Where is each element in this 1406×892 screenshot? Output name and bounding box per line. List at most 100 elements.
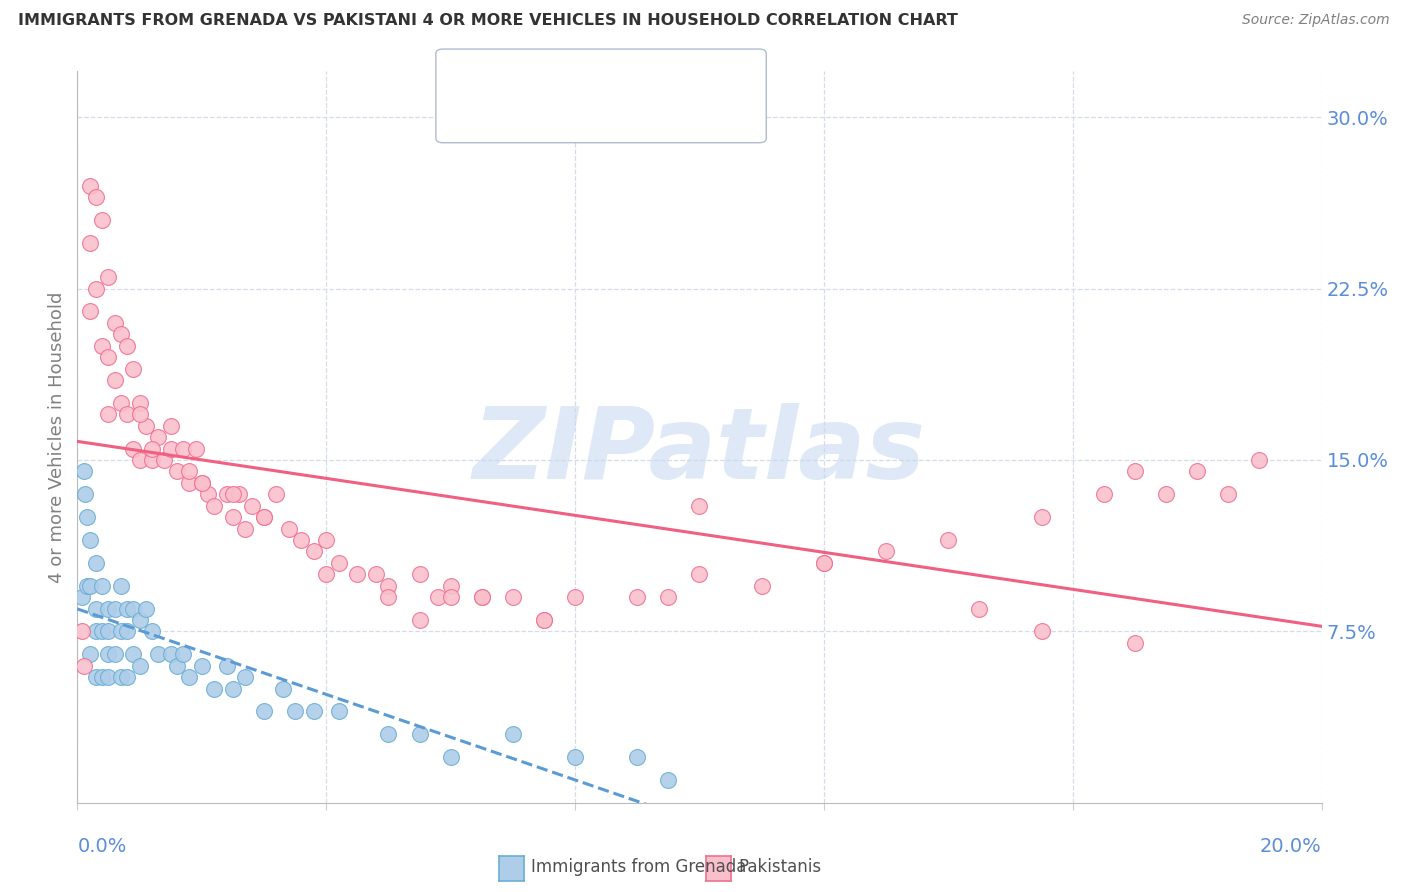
Point: [122, 601, 145, 615]
Point: [148, 430, 170, 444]
Point: [228, 487, 250, 501]
Point: [84, 281, 107, 295]
Point: [657, 590, 679, 604]
Point: [969, 601, 991, 615]
Text: N =: N =: [596, 63, 661, 81]
Point: [115, 624, 138, 639]
Point: [84, 190, 107, 204]
Point: [657, 772, 679, 787]
Point: [533, 613, 555, 627]
Point: [84, 556, 107, 570]
Point: [440, 579, 463, 593]
Text: R =: R =: [491, 63, 534, 81]
Text: 0.0%: 0.0%: [77, 837, 127, 855]
Point: [222, 510, 245, 524]
Point: [104, 601, 127, 615]
Point: [202, 681, 225, 696]
Point: [233, 521, 256, 535]
Point: [191, 475, 214, 490]
Point: [97, 270, 120, 285]
Point: [284, 705, 307, 719]
Point: [110, 670, 132, 684]
Point: [328, 556, 350, 570]
Point: [97, 350, 120, 364]
Point: [377, 727, 399, 741]
Point: [91, 579, 114, 593]
Point: [122, 647, 145, 661]
Point: [110, 579, 132, 593]
Point: [377, 579, 399, 593]
Text: Immigrants from Grenada: Immigrants from Grenada: [531, 858, 747, 876]
Text: Pakistanis: Pakistanis: [738, 858, 821, 876]
Text: 88: 88: [652, 101, 673, 119]
Point: [215, 658, 238, 673]
Point: [1187, 464, 1209, 478]
Point: [277, 521, 299, 535]
Point: [135, 418, 157, 433]
Point: [266, 487, 288, 501]
Point: [1092, 487, 1115, 501]
Text: N =: N =: [596, 101, 661, 119]
Point: [166, 658, 188, 673]
Point: [76, 510, 98, 524]
Point: [502, 727, 524, 741]
Point: [79, 178, 101, 193]
Text: 20.0%: 20.0%: [1260, 837, 1322, 855]
Point: [315, 533, 337, 547]
Point: [346, 567, 368, 582]
Point: [79, 304, 101, 318]
Point: [408, 567, 430, 582]
Point: [91, 213, 114, 227]
Point: [179, 464, 201, 478]
Point: [1154, 487, 1177, 501]
Point: [166, 464, 188, 478]
Point: [128, 396, 150, 410]
Point: [328, 705, 350, 719]
Point: [751, 579, 773, 593]
Point: [91, 624, 114, 639]
Point: [253, 510, 276, 524]
Point: [215, 487, 238, 501]
Point: [110, 396, 132, 410]
Point: [1123, 464, 1146, 478]
Point: [172, 647, 194, 661]
Point: [72, 624, 94, 639]
Point: [73, 487, 96, 501]
Point: [84, 624, 107, 639]
Point: [128, 407, 150, 421]
Point: [253, 705, 276, 719]
Point: [440, 750, 463, 764]
Point: [159, 647, 181, 661]
Point: [79, 235, 101, 250]
Point: [72, 590, 94, 604]
Point: [440, 590, 463, 604]
Point: [115, 338, 138, 352]
Point: [689, 499, 711, 513]
Point: [364, 567, 387, 582]
Point: [79, 533, 101, 547]
Point: [197, 487, 219, 501]
Point: [408, 727, 430, 741]
Point: [97, 624, 120, 639]
Point: [471, 590, 494, 604]
Point: [564, 590, 586, 604]
Point: [1031, 624, 1053, 639]
Point: [122, 442, 145, 456]
Point: [159, 418, 181, 433]
Point: [315, 567, 337, 582]
Point: [135, 601, 157, 615]
Point: [97, 647, 120, 661]
Point: [271, 681, 294, 696]
Point: [79, 579, 101, 593]
Y-axis label: 4 or more Vehicles in Household: 4 or more Vehicles in Household: [48, 292, 66, 582]
Point: [1031, 510, 1053, 524]
Point: [110, 624, 132, 639]
Point: [115, 670, 138, 684]
Point: [76, 579, 98, 593]
Point: [427, 590, 450, 604]
Point: [148, 647, 170, 661]
Text: R =: R =: [491, 101, 534, 119]
Text: ZIPatlas: ZIPatlas: [472, 403, 927, 500]
Point: [502, 590, 524, 604]
Point: [104, 647, 127, 661]
